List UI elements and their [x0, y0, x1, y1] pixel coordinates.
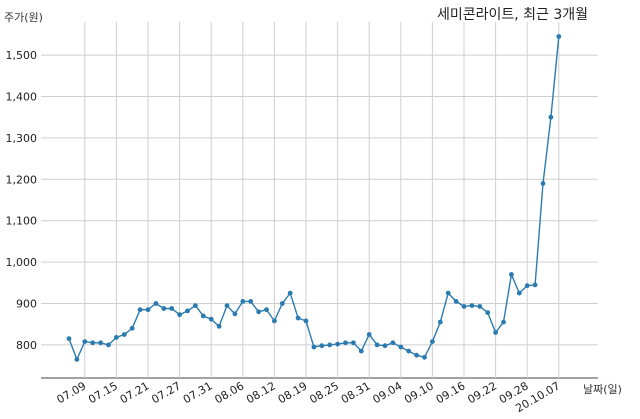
data-point: [161, 306, 167, 311]
data-point: [279, 301, 285, 306]
data-point: [524, 283, 530, 289]
data-point: [185, 308, 190, 314]
x-tick-label: 07.15: [86, 379, 120, 406]
data-point: [98, 340, 103, 346]
data-point: [445, 290, 451, 296]
x-tick-labels: 07.0907.1507.2107.2707.3108.0608.1208.19…: [55, 379, 563, 415]
x-tick-label: 08.12: [244, 379, 278, 406]
data-point: [224, 303, 230, 308]
data-point: [208, 316, 214, 322]
data-point: [493, 330, 498, 335]
y-tick-label: 1,500: [6, 49, 38, 62]
x-tick-label: 09.10: [402, 379, 436, 406]
data-point: [509, 272, 514, 277]
y-tick-label: 1,000: [6, 256, 38, 269]
y-tick-labels: 800 900 1,000 1,100 1,200 1,300 1,400 1,500: [6, 49, 38, 352]
x-tick-label: 07.21: [118, 379, 152, 406]
plot-area: [66, 34, 562, 362]
data-point: [90, 340, 96, 346]
price-line: [68, 36, 560, 362]
data-point: [327, 342, 333, 348]
data-point: [414, 352, 419, 358]
data-point: [461, 304, 467, 309]
data-point: [477, 304, 483, 309]
data-point: [287, 290, 293, 296]
data-point: [82, 339, 88, 344]
data-point: [335, 341, 340, 347]
data-point: [382, 343, 388, 349]
data-point: [66, 336, 72, 342]
data-point: [169, 306, 175, 311]
data-point: [516, 290, 522, 296]
data-point: [145, 307, 151, 313]
chart-title: 세미콘라이트, 최근 3개월: [436, 7, 588, 23]
data-point: [232, 311, 238, 317]
data-point: [106, 342, 111, 348]
y-tick-label: 1,100: [6, 215, 38, 228]
x-tick-label: 09.04: [371, 379, 405, 406]
data-point: [114, 335, 119, 340]
grid: [41, 22, 598, 379]
data-point: [319, 343, 325, 349]
data-point: [374, 342, 380, 348]
data-point: [398, 344, 404, 350]
data-point: [240, 299, 246, 304]
y-tick-label: 1,200: [6, 173, 38, 186]
x-tick-label: 09.16: [434, 379, 468, 406]
data-point: [311, 344, 317, 350]
data-point: [264, 307, 269, 313]
data-point: [501, 319, 506, 325]
y-tick-label: 1,400: [6, 91, 38, 104]
data-point: [343, 340, 348, 346]
data-point: [358, 348, 364, 354]
data-point: [453, 299, 459, 304]
x-tick-label: 08.19: [276, 379, 310, 406]
x-tick-label: 08.31: [339, 379, 373, 406]
data-point: [248, 299, 254, 304]
data-point: [137, 307, 143, 313]
data-point: [121, 332, 127, 337]
x-tick-label: 08.06: [213, 379, 247, 406]
y-tick-label: 900: [16, 297, 37, 310]
x-tick-label: 09.22: [465, 379, 499, 406]
data-point: [485, 310, 491, 315]
x-axis-label: 날짜(일): [583, 383, 622, 396]
y-tick-label: 1,300: [6, 132, 38, 145]
x-tick-label: 08.25: [307, 379, 341, 406]
x-tick-label: 07.31: [181, 379, 215, 406]
data-point: [390, 340, 396, 346]
data-point: [177, 312, 183, 318]
data-point: [200, 313, 206, 319]
data-point: [74, 357, 80, 362]
data-point: [437, 319, 443, 325]
data-point: [193, 303, 198, 308]
data-point: [556, 34, 562, 39]
y-axis-label: 주가(원): [4, 11, 43, 24]
data-point: [129, 325, 135, 331]
data-point: [422, 354, 427, 360]
data-point: [272, 318, 277, 324]
data-point: [351, 340, 356, 346]
data-point: [532, 282, 538, 288]
data-point: [540, 181, 546, 186]
data-point: [548, 114, 554, 120]
data-point: [153, 301, 159, 306]
data-point: [256, 309, 261, 315]
data-point: [430, 339, 435, 344]
x-tick-label: 07.27: [149, 379, 183, 406]
data-point: [366, 332, 372, 337]
data-point: [406, 348, 412, 354]
data-point: [469, 303, 475, 308]
y-tick-label: 800: [16, 339, 37, 352]
data-point: [303, 318, 309, 324]
x-tick-label: 07.09: [55, 379, 89, 406]
data-point: [216, 323, 222, 329]
data-point: [295, 315, 301, 321]
